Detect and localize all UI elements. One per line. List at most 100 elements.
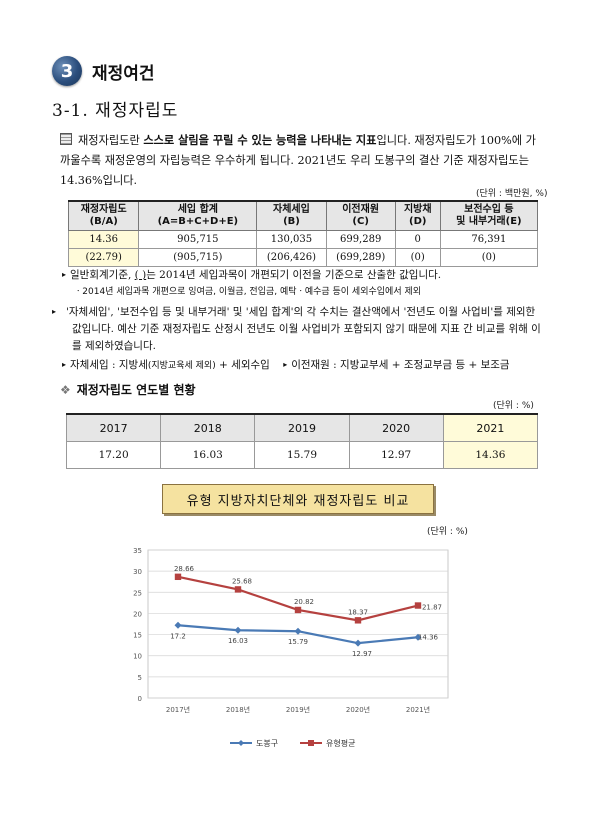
finance-table-cell: (699,289) (325, 248, 396, 267)
data-label: 20.82 (294, 598, 314, 606)
finance-table-cell: 905,715 (138, 230, 258, 249)
data-label: 21.87 (422, 604, 442, 612)
yearly-year-cell: 2018 (160, 413, 256, 442)
x-tick-label: 2018년 (226, 705, 250, 714)
finance-table-header-cell: 이전재원 (C) (325, 200, 396, 231)
finance-table-cell: 14.36 (67, 230, 140, 249)
x-tick-label: 2017년 (166, 705, 190, 714)
series-point-2 (354, 617, 362, 624)
intro-post: 입니다. 재정자립도가 100%에 가까울수록 재정운영의 자립능력은 우수하게… (60, 134, 536, 187)
finance-table-row: 14.36 905,715 130,035 699,289 0 76,391 (67, 230, 539, 249)
note-3: ▸ 자체세입 : 지방세(지방교육세 제외) + 세외수입 ▸ 이전재원 : 지방교… (62, 356, 542, 375)
yearly-value-cell: 15.79 (254, 441, 350, 469)
finance-table-header-cell: 재정자립도 (B/A) (67, 200, 140, 231)
header-line: (B/A) (89, 216, 118, 227)
finance-table-header-cell: 세입 합계 (A=B+C+D+E) (138, 200, 258, 231)
finance-table-header-cell: 지방채 (D) (394, 200, 441, 231)
y-tick-label: 30 (133, 568, 142, 576)
diamond-bullet-icon: ❖ (60, 383, 71, 397)
chart-unit: (단위 : %) (427, 527, 468, 537)
series-point-1 (234, 626, 242, 634)
notes: ▸ 일반회계기준, ( )는 2014년 세입과목이 개편되기 이전을 기준으로 … (52, 266, 542, 375)
y-tick-label: 5 (138, 674, 142, 682)
finance-table-row-prev-basis: (22.79) (905,715) (206,426) (699,289) (0) (0) (67, 248, 539, 267)
plot-area (147, 549, 449, 699)
finance-table-cell: (905,715) (138, 248, 258, 267)
note-1-sub: ㆍ2014년 세입과목 개편으로 잉여금, 이월금, 전입금, 예탁ㆍ예수금 등… (74, 287, 422, 297)
series-point-1 (174, 621, 182, 629)
finance-table: 재정자립도 (B/A) 세입 합계 (A=B+C+D+E) 자체세입 (B) 이전재원 (C)… (67, 200, 539, 267)
header-line: 보전수입 등 (464, 204, 514, 215)
yearly-value-cell: 17.20 (65, 441, 162, 469)
note-2: ▸ '자체세입', '보전수입 등 및 내부거래' 및 '세입 합계'의 각 수치… (52, 306, 541, 352)
finance-table-cell: (0) (439, 248, 539, 267)
comparison-chart: 35 30 25 20 15 10 5 0 2017년 2018년 2019년 2020년 2021년 1… (118, 540, 478, 772)
finance-table-cell: (206,426) (256, 248, 327, 267)
header-line: 이전재원 (342, 204, 380, 215)
yearly-year-cell: 2019 (254, 413, 350, 442)
header-line: 지방채 (403, 204, 432, 215)
yearly-table-header: 2017 2018 2019 2020 2021 (65, 413, 539, 442)
series-point-2 (294, 606, 302, 614)
y-tick-label: 35 (133, 547, 142, 555)
header-line: 재정자립도 (80, 204, 127, 215)
finance-table-cell: 76,391 (439, 230, 539, 249)
legend-label: 도봉구 (256, 739, 278, 748)
yearly-heading: ❖ 재정자립도 연도별 현황 (60, 383, 196, 397)
bullet-box-icon (60, 133, 72, 145)
yearly-year-cell: 2020 (348, 413, 444, 442)
data-label: 18.37 (348, 608, 368, 616)
triangle-bullet-icon: ▸ (62, 360, 67, 369)
y-tick-label: 20 (133, 610, 142, 618)
finance-table-cell: 0 (394, 230, 441, 249)
header-line: (A=B+C+D+E) (157, 216, 239, 227)
yearly-value-cell: 12.97 (348, 441, 444, 469)
finance-table-cell: (0) (394, 248, 441, 267)
data-label: 14.36 (418, 633, 439, 641)
series-point-2 (414, 602, 422, 609)
series-point-1 (414, 633, 422, 641)
line-chart-svg: 35 30 25 20 15 10 5 0 2017년 2018년 2019년 2020년 2021년 1… (133, 547, 449, 748)
data-label: 17.2 (170, 632, 186, 640)
series-point-1 (294, 627, 302, 635)
header-line: (D) (409, 216, 427, 227)
header-line: 자체세입 (273, 204, 310, 215)
yearly-unit: (단위 : %) (493, 401, 534, 411)
header-line: (B) (283, 216, 300, 227)
data-label: 28.66 (174, 565, 195, 573)
comparison-banner: 유형 지방자치단체와 재정자립도 비교 (162, 484, 434, 514)
y-tick-label: 10 (133, 653, 142, 661)
x-tick-label: 2020년 (346, 705, 370, 714)
yearly-table-row: 17.20 16.03 15.79 12.97 14.36 (65, 441, 539, 469)
intro-bold: 스스로 살림을 꾸릴 수 있는 능력을 나타내는 지표 (143, 133, 377, 147)
yearly-value-cell: 14.36 (442, 441, 539, 469)
triangle-bullet-icon: ▸ (283, 360, 288, 369)
data-label: 16.03 (228, 637, 248, 645)
header-line: 및 내부거래(E) (456, 216, 522, 227)
legend-label: 유형평균 (326, 738, 355, 748)
legend-marker (308, 740, 314, 746)
header-line: (C) (352, 216, 369, 227)
yearly-value-cell: 16.03 (160, 441, 256, 469)
yearly-table: 2017 2018 2019 2020 2021 17.20 16.03 15.79 12.9… (65, 413, 539, 469)
y-tick-label: 25 (133, 589, 142, 597)
series-point-1 (354, 639, 362, 647)
series-point-2 (234, 586, 242, 593)
yearly-year-cell: 2021 (442, 413, 539, 442)
finance-table-header-cell: 자체세입 (B) (256, 200, 327, 231)
intro-pre: 재정자립도란 (78, 134, 144, 147)
data-label: 15.79 (288, 638, 308, 646)
series-point-2 (174, 573, 182, 581)
section-title: 재정여건 (92, 63, 155, 84)
table1-unit: (단위 : 백만원, %) (476, 189, 548, 199)
data-label: 25.68 (232, 577, 252, 585)
y-tick-label: 0 (138, 695, 142, 703)
section-header: 3 재정여건 (52, 56, 155, 86)
finance-table-cell: (22.79) (67, 248, 140, 267)
finance-table-header: 재정자립도 (B/A) 세입 합계 (A=B+C+D+E) 자체세입 (B) 이전재원 (C)… (67, 200, 539, 231)
legend-marker (238, 740, 244, 746)
subsection-title: 3-1. 재정자립도 (52, 101, 179, 121)
finance-table-cell: 699,289 (325, 230, 396, 249)
y-tick-label: 15 (133, 632, 142, 640)
